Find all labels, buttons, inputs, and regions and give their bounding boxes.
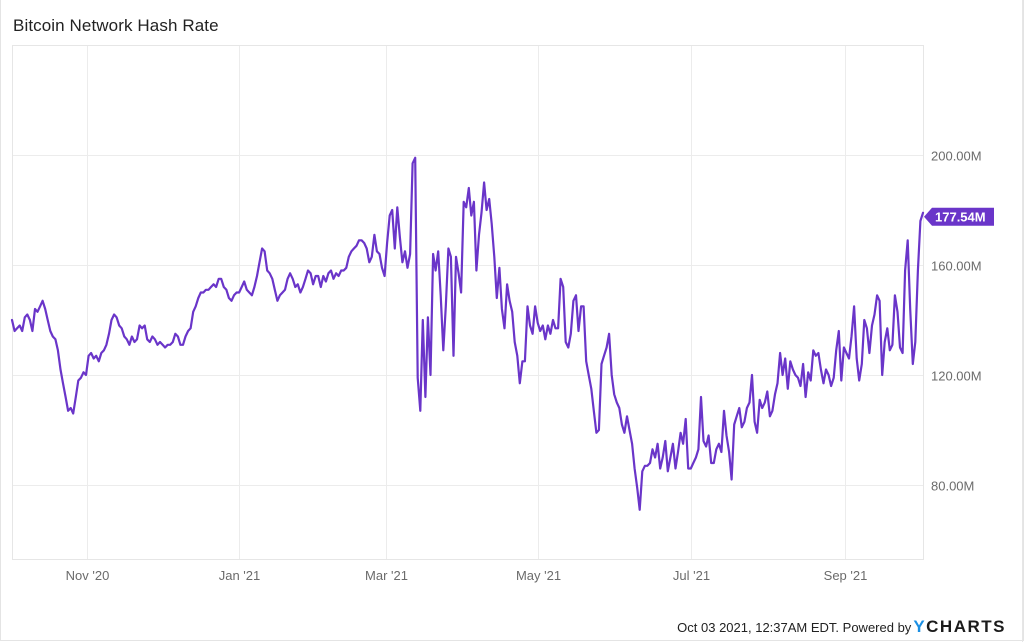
x-tick-label: Mar '21	[365, 568, 408, 583]
x-tick-label: May '21	[516, 568, 561, 583]
last-value-label: 177.54M	[924, 207, 994, 226]
timestamp-text: Oct 03 2021, 12:37AM EDT. Powered by	[677, 619, 912, 635]
y-tick-label: 160.00M	[931, 259, 982, 274]
ycharts-logo-text: CHARTS	[926, 617, 1006, 636]
ycharts-logo-y: Y	[913, 617, 927, 636]
frame-border	[1022, 0, 1023, 642]
y-tick-label: 200.00M	[931, 149, 982, 164]
chart-title: Bitcoin Network Hash Rate	[13, 16, 219, 35]
ycharts-logo[interactable]: YCHARTS	[913, 617, 1006, 637]
last-value-text: 177.54M	[935, 209, 986, 224]
x-axis-labels: Nov '20 Jan '21 Mar '21 May '21 Jul '21 Sep '…	[66, 568, 868, 583]
x-tick-label: Jul '21	[673, 568, 710, 583]
y-axis-labels: 200.00M 160.00M 120.00M 80.00M	[931, 149, 982, 494]
x-tick-label: Sep '21	[824, 568, 868, 583]
gridlines	[12, 45, 924, 560]
last-value-badge	[924, 207, 994, 226]
x-tick-label: Nov '20	[66, 568, 110, 583]
y-tick-label: 80.00M	[931, 479, 974, 494]
y-tick-label: 120.00M	[931, 369, 982, 384]
x-tick-label: Jan '21	[219, 568, 261, 583]
plot-area	[12, 45, 924, 560]
footer: Oct 03 2021, 12:37AM EDT. Powered by YCH…	[677, 617, 1006, 637]
hash-rate-line	[10, 156, 925, 511]
